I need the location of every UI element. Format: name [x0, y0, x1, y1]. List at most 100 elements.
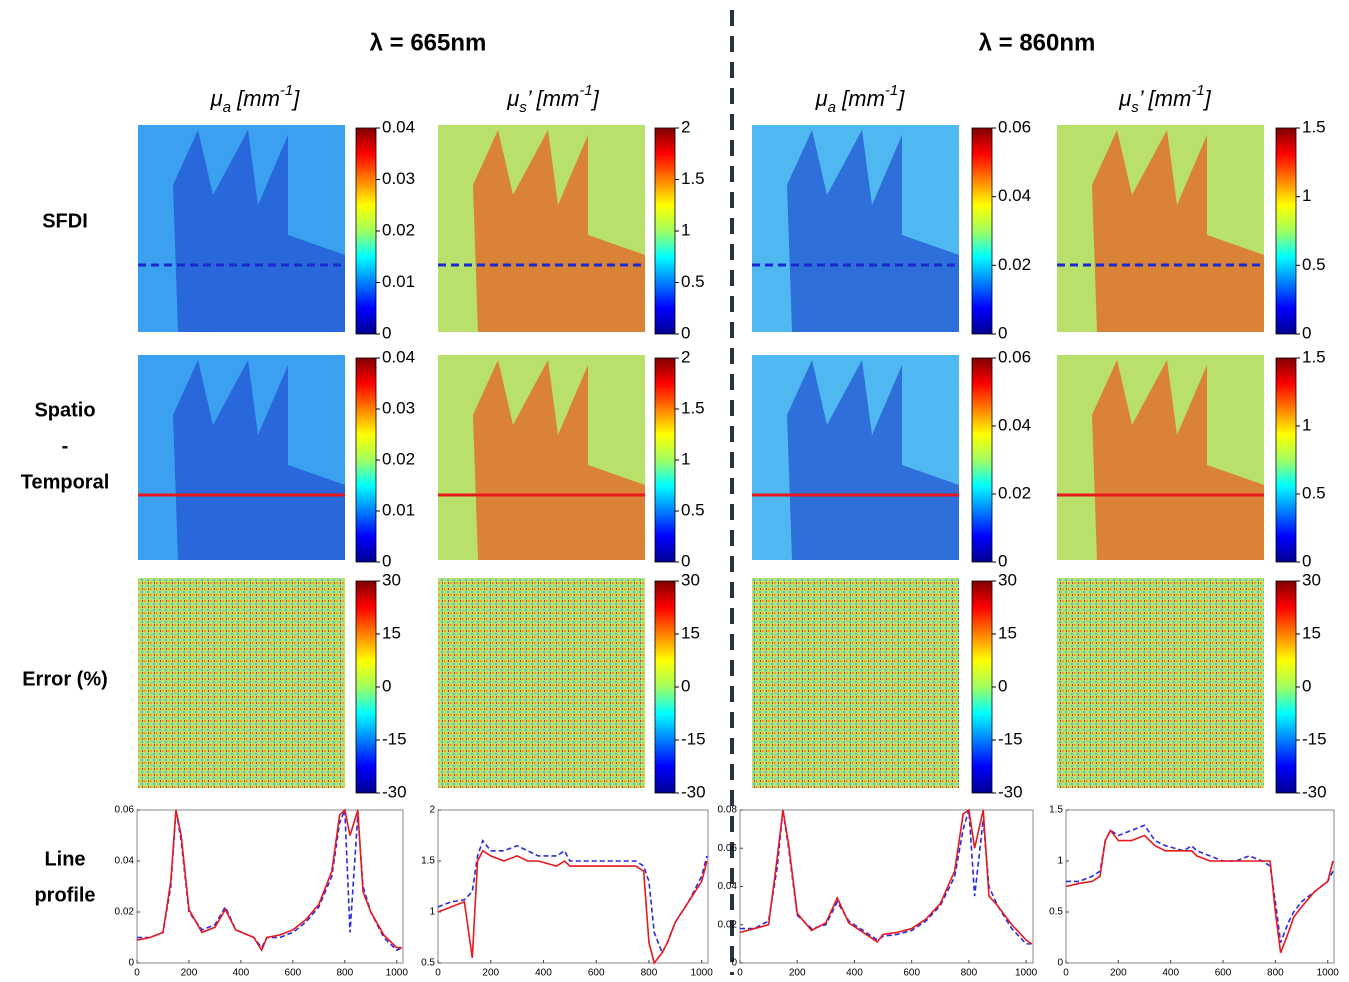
colorbar-tick-label: 30: [998, 570, 1017, 589]
colorbar-tick-label: -30: [681, 782, 706, 801]
label-part: μ: [506, 86, 519, 111]
profile-series: [739, 808, 1033, 945]
label-part: a: [223, 99, 231, 116]
colorbar-tick-label: 0.06: [998, 117, 1031, 136]
plot-area: [437, 809, 709, 964]
colorbar-tick-label: 0: [1302, 676, 1311, 695]
colorbar-tick-label: 0: [1302, 551, 1311, 570]
colorbar-tick-label: 0: [998, 551, 1007, 570]
x-tick-label: 600: [285, 968, 302, 979]
colorbar-tick-label: 0: [382, 323, 391, 342]
y-tick-label: 1: [429, 907, 435, 918]
title: λ = 665nm: [370, 29, 487, 56]
image-panel: [752, 578, 959, 788]
hand-shape: [173, 360, 345, 560]
colorbar-tick-label: -15: [1302, 729, 1327, 748]
colorbar-tick-label: 0.01: [382, 500, 415, 519]
row-label: -: [62, 435, 69, 457]
label-part: -1: [885, 82, 898, 99]
image-panel: [438, 578, 645, 788]
colorbar: [654, 357, 676, 563]
x-tick-label: 800: [336, 968, 353, 979]
colorbar-tick-label: 0.04: [998, 186, 1031, 205]
colorbar-tick-label: 0.04: [998, 415, 1031, 434]
colorbar-tick-label: 2: [681, 117, 690, 136]
y-tick-label: 0.06: [115, 805, 135, 816]
hand-shape: [473, 360, 645, 560]
colorbar-tick-label: 15: [681, 623, 700, 642]
colorbar-tick-label: 2: [681, 347, 690, 366]
x-tick-label: 800: [641, 968, 658, 979]
y-tick-label: 0: [128, 958, 134, 969]
x-tick-label: 200: [789, 968, 806, 979]
colorbar: [971, 580, 993, 794]
hand-shape: [473, 130, 645, 332]
colorbar-tick-label: 0: [1302, 323, 1311, 342]
plot-area: [1065, 809, 1335, 964]
column-label: μs’ [mm-1]: [506, 82, 599, 116]
colorbar-tick-label: 1.5: [1302, 347, 1326, 366]
x-tick-label: 800: [1267, 968, 1284, 979]
colorbar-tick-label: 0.5: [1302, 255, 1326, 274]
hand-shape: [787, 130, 959, 332]
x-tick-label: 400: [1162, 968, 1179, 979]
colorbar-tick-label: 0: [681, 551, 690, 570]
colorbar-tick-label: 30: [681, 570, 700, 589]
colorbar-tick-label: -30: [998, 782, 1023, 801]
colorbar-tick-label: 1: [1302, 186, 1311, 205]
label-part: μ: [210, 86, 223, 111]
colorbar-tick-label: -30: [382, 782, 407, 801]
column-label: μs’ [mm-1]: [1118, 82, 1211, 116]
colorbar: [654, 127, 676, 335]
x-tick-label: 600: [1215, 968, 1232, 979]
colorbar-tick-label: 1.5: [1302, 117, 1326, 136]
row-label: Temporal: [21, 471, 110, 493]
hand-shape: [1092, 360, 1264, 560]
colorbar: [1275, 357, 1297, 563]
colorbar: [971, 357, 993, 563]
colorbar: [355, 357, 377, 563]
x-tick-label: 400: [846, 968, 863, 979]
colorbar-tick-label: -15: [998, 729, 1023, 748]
image-panel: [138, 578, 345, 788]
x-tick-label: 0: [134, 968, 140, 979]
x-tick-label: 1000: [1015, 968, 1038, 979]
row-label: Spatio: [34, 399, 95, 421]
label-part: s: [1131, 99, 1139, 116]
colorbar-tick-label: 30: [1302, 570, 1321, 589]
y-tick-label: 1.5: [421, 856, 435, 867]
colorbar-tick-label: 30: [382, 570, 401, 589]
label-part: ’ [mm: [1139, 86, 1192, 111]
colorbar-tick-label: 0.04: [382, 117, 415, 136]
y-tick-label: 0.08: [718, 805, 738, 816]
label-part: [mm: [231, 86, 280, 111]
x-tick-label: 200: [181, 968, 198, 979]
x-tick-label: 0: [435, 968, 441, 979]
y-tick-label: 0.02: [115, 907, 135, 918]
colorbar-tick-label: 0.02: [998, 255, 1031, 274]
colorbar-tick-label: 0: [681, 323, 690, 342]
x-tick-label: 1000: [1317, 968, 1340, 979]
label-part: [mm: [836, 86, 885, 111]
profile-series: [136, 808, 402, 953]
label-part: -1: [579, 82, 592, 99]
y-tick-label: 0.06: [718, 843, 738, 854]
title: λ = 860nm: [979, 29, 1096, 56]
x-tick-label: 800: [961, 968, 978, 979]
x-tick-label: 0: [1063, 968, 1069, 979]
colorbar: [654, 580, 676, 794]
label-part: ]: [896, 86, 905, 111]
colorbar-tick-label: 1.5: [681, 169, 705, 188]
colorbar-tick-label: 0: [382, 551, 391, 570]
y-tick-label: 0: [1057, 958, 1063, 969]
x-tick-label: 600: [588, 968, 605, 979]
colorbar-tick-label: 0.03: [382, 398, 415, 417]
colorbar-tick-label: 0.02: [382, 220, 415, 239]
colorbar-tick-label: 15: [1302, 623, 1321, 642]
label-part: a: [828, 99, 836, 116]
label-part: ]: [291, 86, 300, 111]
colorbar-tick-label: 0: [382, 676, 391, 695]
x-tick-label: 0: [737, 968, 743, 979]
colorbar-tick-label: 0.5: [681, 272, 705, 291]
